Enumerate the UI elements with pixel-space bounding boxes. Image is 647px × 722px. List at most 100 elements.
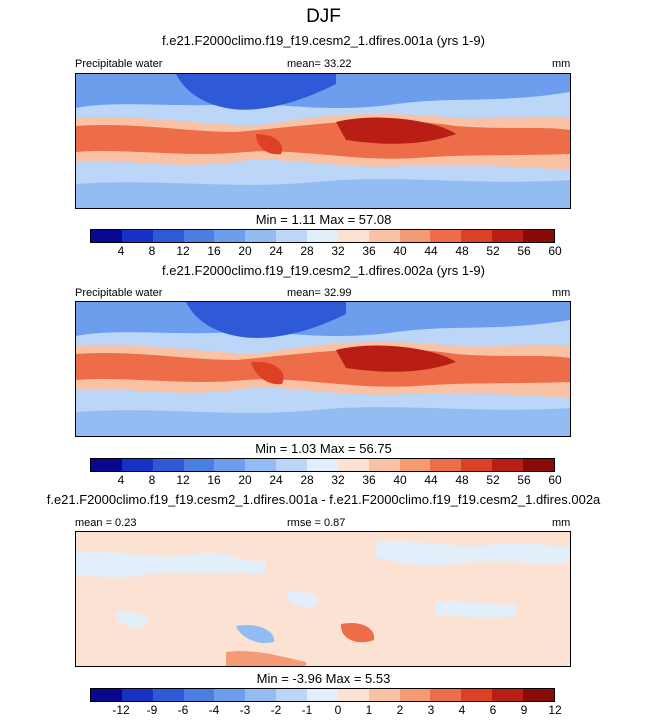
panel-2-colorbar-ticks: 4 8 12 16 20 24 28 32 36 40 44 48 52 56 60 bbox=[90, 473, 562, 489]
colorbar-swatch bbox=[399, 689, 431, 701]
colorbar-tick-label: 28 bbox=[300, 473, 314, 487]
colorbar-tick-label: -2 bbox=[270, 703, 282, 717]
colorbar-tick-label: 8 bbox=[148, 244, 156, 258]
colorbar-swatch bbox=[399, 459, 431, 471]
colorbar-tick-label: 16 bbox=[207, 473, 221, 487]
colorbar-swatch bbox=[307, 689, 338, 701]
colorbar-tick-label: 0 bbox=[334, 703, 342, 717]
colorbar-tick-label: 6 bbox=[489, 703, 497, 717]
colorbar-swatch bbox=[152, 689, 184, 701]
panel-1-units-label: mm bbox=[552, 58, 571, 70]
colorbar-tick-label: 2 bbox=[396, 703, 404, 717]
panel-2-mean-label: mean= 32.99 bbox=[287, 287, 352, 299]
panel-2-left-label: Precipitable water bbox=[75, 287, 163, 299]
panel-1-subtitle: f.e21.F2000climo.f19_f19.cesm2_1.dfires.… bbox=[161, 33, 485, 48]
colorbar-tick-label: 1 bbox=[365, 703, 373, 717]
colorbar-swatch bbox=[523, 459, 554, 471]
colorbar-tick-label: 60 bbox=[548, 473, 562, 487]
colorbar-swatch bbox=[214, 689, 246, 701]
colorbar-swatch bbox=[368, 230, 400, 242]
colorbar-swatch bbox=[368, 689, 400, 701]
colorbar-swatch bbox=[523, 689, 554, 701]
colorbar-swatch bbox=[492, 689, 524, 701]
colorbar-tick-label: -9 bbox=[146, 703, 158, 717]
colorbar-swatch bbox=[183, 689, 215, 701]
colorbar-swatch bbox=[337, 459, 369, 471]
colorbar-tick-label: 32 bbox=[331, 473, 345, 487]
colorbar-tick-label: -1 bbox=[301, 703, 313, 717]
colorbar-swatch bbox=[461, 459, 493, 471]
colorbar-swatch bbox=[276, 689, 308, 701]
colorbar-swatch bbox=[430, 459, 462, 471]
colorbar-swatch bbox=[214, 459, 246, 471]
panel-2-colorbar bbox=[90, 458, 555, 472]
panel-1-minmax: Min = 1.11 Max = 57.08 bbox=[255, 212, 392, 227]
colorbar-swatch bbox=[368, 459, 400, 471]
colorbar-swatch bbox=[121, 230, 153, 242]
colorbar-tick-label: 12 bbox=[548, 703, 562, 717]
panel-1-mean-label: mean= 33.22 bbox=[287, 58, 352, 70]
panel-2-subtitle: f.e21.F2000climo.f19_f19.cesm2_1.dfires.… bbox=[161, 263, 485, 278]
colorbar-swatch bbox=[523, 230, 554, 242]
panel-3-mean-label: mean = 0.23 bbox=[75, 517, 137, 529]
panel-3-map bbox=[75, 531, 571, 667]
colorbar-tick-label: 4 bbox=[117, 244, 125, 258]
colorbar-tick-label: 56 bbox=[517, 473, 531, 487]
figure-title: DJF bbox=[306, 6, 341, 27]
colorbar-swatch bbox=[276, 230, 308, 242]
colorbar-tick-label: 36 bbox=[362, 473, 376, 487]
colorbar-swatch bbox=[183, 459, 215, 471]
colorbar-tick-label: -3 bbox=[239, 703, 251, 717]
colorbar-tick-label: 36 bbox=[362, 244, 376, 258]
colorbar-tick-label: 44 bbox=[424, 473, 438, 487]
panel-2-minmax: Min = 1.03 Max = 56.75 bbox=[255, 441, 392, 456]
colorbar-tick-label: 48 bbox=[455, 244, 469, 258]
colorbar-swatch bbox=[91, 459, 122, 471]
colorbar-swatch bbox=[337, 689, 369, 701]
colorbar-tick-label: 24 bbox=[269, 244, 283, 258]
panel-1-colorbar-ticks: 4 8 12 16 20 24 28 32 36 40 44 48 52 56 60 bbox=[90, 244, 562, 260]
colorbar-swatch bbox=[461, 230, 493, 242]
colorbar-swatch bbox=[245, 230, 277, 242]
colorbar-tick-label: 4 bbox=[458, 703, 466, 717]
colorbar-swatch bbox=[307, 230, 338, 242]
colorbar-swatch bbox=[276, 459, 308, 471]
colorbar-tick-label: 12 bbox=[176, 473, 190, 487]
colorbar-tick-label: 40 bbox=[393, 473, 407, 487]
colorbar-tick-label: 20 bbox=[238, 244, 252, 258]
colorbar-swatch bbox=[121, 459, 153, 471]
colorbar-tick-label: 3 bbox=[427, 703, 435, 717]
colorbar-swatch bbox=[461, 689, 493, 701]
colorbar-tick-label: 32 bbox=[331, 244, 345, 258]
panel-2-units-label: mm bbox=[552, 287, 571, 299]
panel-3-units-label: mm bbox=[552, 517, 571, 529]
colorbar-tick-label: 20 bbox=[238, 473, 252, 487]
panel-3-colorbar-ticks: -12 -9 -6 -4 -3 -2 -1 0 1 2 3 4 6 9 12 bbox=[90, 703, 561, 719]
colorbar-swatch bbox=[121, 689, 153, 701]
colorbar-tick-label: 24 bbox=[269, 473, 283, 487]
colorbar-swatch bbox=[399, 230, 431, 242]
colorbar-swatch bbox=[430, 230, 462, 242]
colorbar-swatch bbox=[245, 459, 277, 471]
colorbar-tick-label: 52 bbox=[486, 473, 500, 487]
panel-2-map bbox=[75, 301, 571, 437]
colorbar-tick-label: -12 bbox=[112, 703, 130, 717]
panel-3-minmax: Min = -3.96 Max = 5.53 bbox=[256, 671, 391, 686]
colorbar-tick-label: 52 bbox=[486, 244, 500, 258]
colorbar-swatch bbox=[430, 689, 462, 701]
colorbar-tick-label: 44 bbox=[424, 244, 438, 258]
colorbar-tick-label: 40 bbox=[393, 244, 407, 258]
colorbar-swatch bbox=[183, 230, 215, 242]
colorbar-tick-label: -4 bbox=[208, 703, 220, 717]
panel-1-left-label: Precipitable water bbox=[75, 58, 163, 70]
colorbar-swatch bbox=[492, 230, 524, 242]
colorbar-tick-label: 48 bbox=[455, 473, 469, 487]
colorbar-tick-label: 60 bbox=[548, 244, 562, 258]
panel-1-map bbox=[75, 73, 571, 209]
colorbar-swatch bbox=[492, 459, 524, 471]
colorbar-tick-label: 8 bbox=[148, 473, 156, 487]
colorbar-swatch bbox=[91, 689, 122, 701]
colorbar-tick-label: 4 bbox=[117, 473, 125, 487]
colorbar-swatch bbox=[214, 230, 246, 242]
panel-3-colorbar bbox=[90, 688, 555, 702]
